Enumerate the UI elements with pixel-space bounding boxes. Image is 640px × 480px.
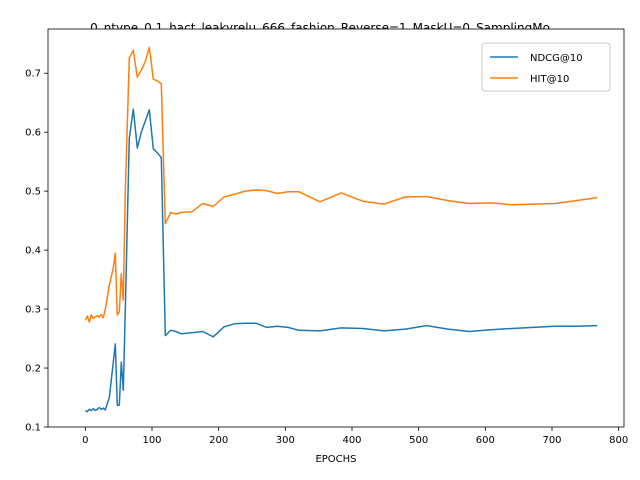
x-tick-label: 500	[409, 435, 428, 446]
series-line-ndcg-10	[84, 108, 598, 413]
x-tick-label: 300	[276, 435, 295, 446]
legend-box	[481, 42, 611, 92]
x-tick-label: 600	[476, 435, 495, 446]
y-axis-ticks: 0.1 0.2 0.3 0.4 0.5 0.6 0.7	[25, 69, 48, 434]
y-tick-label: 0.7	[25, 69, 41, 80]
x-tick-label: 700	[542, 435, 561, 446]
y-tick-label: 0.6	[25, 128, 41, 139]
y-tick-label: 0.5	[25, 187, 41, 198]
plot-frame	[47, 28, 625, 428]
x-axis-ticks: 0 100 200 300 400 500 600 700 800	[82, 427, 628, 446]
x-tick-label: 100	[142, 435, 161, 446]
x-tick-label: 0	[82, 435, 88, 446]
y-tick-label: 0.1	[25, 423, 41, 434]
x-axis-label: EPOCHS	[315, 454, 356, 465]
series-line-hit-10	[84, 46, 598, 323]
y-tick-label: 0.3	[25, 305, 41, 316]
x-tick-label: 800	[609, 435, 628, 446]
y-tick-label: 0.4	[25, 246, 41, 257]
y-tick-label: 0.2	[25, 364, 41, 375]
series-layer	[84, 46, 598, 413]
legend-label: HIT@10	[530, 74, 569, 85]
x-tick-label: 400	[342, 435, 361, 446]
plot-area	[48, 29, 624, 427]
x-tick-label: 200	[209, 435, 228, 446]
legend: NDCG@10 HIT@10	[481, 42, 611, 92]
legend-label: NDCG@10	[530, 53, 583, 64]
